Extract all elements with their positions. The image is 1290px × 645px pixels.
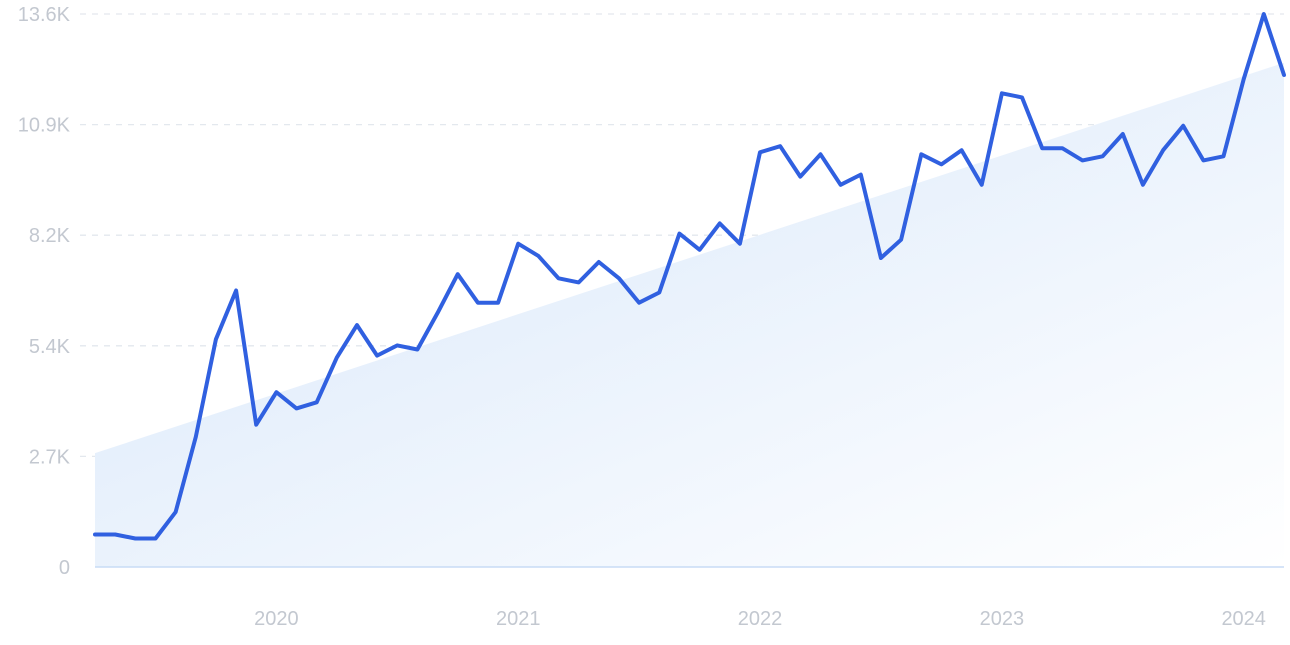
y-tick-label: 2.7K	[29, 446, 71, 468]
x-axis-ticks: 2020 2021 2022 2023 2024	[254, 608, 1266, 630]
x-tick-label: 2024	[1221, 608, 1266, 630]
x-tick-label: 2021	[496, 608, 541, 630]
x-tick-label: 2023	[980, 608, 1025, 630]
y-tick-label: 5.4K	[29, 336, 71, 358]
y-tick-label: 8.2K	[29, 225, 71, 247]
y-tick-label: 10.9K	[18, 115, 71, 137]
trend-area-fill	[95, 62, 1284, 567]
trend-area	[95, 62, 1284, 567]
series-line	[93, 12, 1286, 541]
x-tick-label: 2022	[738, 608, 783, 630]
y-tick-label: 13.6K	[18, 4, 71, 26]
series-line-path	[93, 12, 1286, 541]
y-tick-label: 0	[59, 557, 70, 579]
x-tick-label: 2020	[254, 608, 299, 630]
y-axis-ticks: 0 2.7K 5.4K 8.2K 10.9K 13.6K	[18, 4, 71, 579]
